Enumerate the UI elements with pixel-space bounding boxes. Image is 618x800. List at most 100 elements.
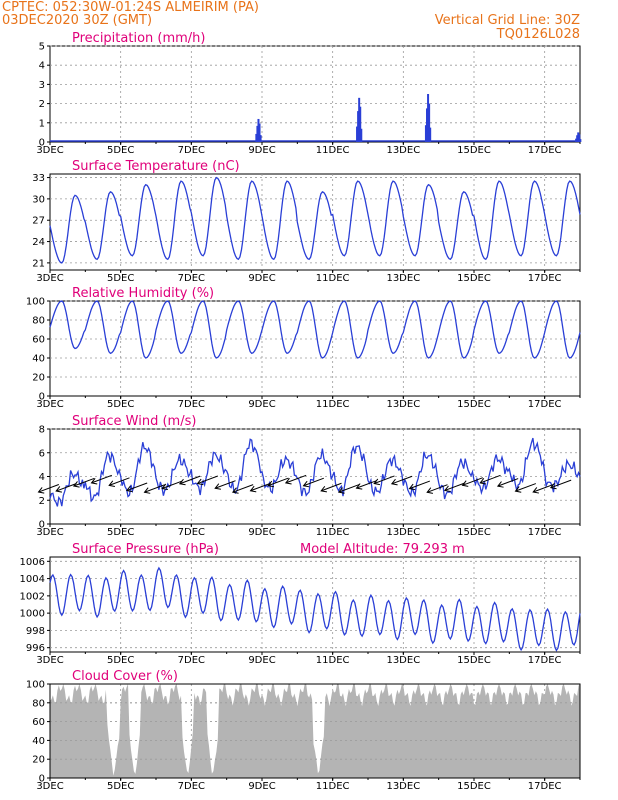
y-tick-label: 20 bbox=[32, 755, 45, 766]
precip-bar bbox=[578, 134, 581, 142]
wind-arrow-shaft bbox=[197, 475, 219, 485]
wind-arrow bbox=[143, 484, 166, 494]
wind-arrow bbox=[461, 477, 484, 487]
wind-arrow bbox=[373, 475, 395, 486]
precip-bar bbox=[426, 108, 429, 142]
x-tick-label: 15DEC bbox=[457, 399, 491, 410]
wind-arrow-head bbox=[408, 483, 416, 491]
wind-arrow-shaft bbox=[285, 474, 307, 484]
wind-arrow-shaft bbox=[161, 480, 183, 489]
wind-arrow-head bbox=[37, 487, 45, 494]
wind-arrow-head bbox=[125, 485, 133, 493]
wind-arrow bbox=[267, 477, 289, 488]
x-tick-label: 17DEC bbox=[528, 145, 562, 156]
wind-arrow-head bbox=[267, 480, 274, 488]
wind-arrow-shaft bbox=[232, 484, 254, 493]
x-tick-label: 7DEC bbox=[178, 655, 205, 666]
wind-arrow bbox=[231, 484, 254, 494]
wind-arrow-head bbox=[284, 478, 292, 485]
wind-arrow-head bbox=[143, 487, 151, 494]
wind-arrow-shaft bbox=[462, 477, 484, 486]
precip-bar bbox=[258, 123, 261, 142]
panel-title: Precipitation (mm/h) bbox=[72, 31, 205, 46]
x-tick-label: 3DEC bbox=[36, 273, 63, 284]
x-tick-label: 11DEC bbox=[316, 145, 350, 156]
x-tick-label: 15DEC bbox=[457, 273, 491, 284]
wind-arrow-head bbox=[373, 478, 380, 486]
x-tick-label: 17DEC bbox=[528, 399, 562, 410]
wind-arrow bbox=[532, 483, 554, 494]
wind-arrow-head bbox=[479, 478, 486, 485]
x-tick-label: 5DEC bbox=[107, 273, 134, 284]
precip-bar bbox=[579, 139, 582, 142]
x-tick-label: 7DEC bbox=[178, 399, 205, 410]
y-tick-label: 8 bbox=[39, 425, 45, 436]
wind-arrow-head bbox=[496, 481, 504, 488]
panel-title: Relative Humidity (%) bbox=[72, 286, 214, 301]
wind-arrow bbox=[55, 483, 77, 493]
wind-arrow-shaft bbox=[550, 479, 572, 489]
wind-arrow-head bbox=[549, 482, 557, 490]
panel-title: Surface Wind (m/s) bbox=[72, 414, 196, 429]
wind-arrow-head bbox=[443, 485, 451, 493]
wind-arrow bbox=[408, 480, 431, 491]
y-tick-label: 6 bbox=[39, 448, 45, 459]
wind-arrow bbox=[337, 484, 360, 494]
precip-bar bbox=[356, 126, 359, 142]
panel-3: 3DEC 5DEC 7DEC 9DEC 11DEC 13DEC 15DEC 17DEC 0 20 4… bbox=[26, 286, 581, 410]
wind-arrow bbox=[514, 483, 537, 493]
y-tick-label: 0 bbox=[39, 774, 45, 785]
wind-arrow-shaft bbox=[91, 474, 113, 484]
wind-arrow bbox=[90, 474, 113, 485]
wind-arrow-shaft bbox=[320, 482, 342, 492]
precip-bar bbox=[577, 132, 580, 142]
x-tick-label: 13DEC bbox=[386, 273, 420, 284]
wind-arrow-head bbox=[514, 486, 522, 493]
precip-bar bbox=[256, 125, 259, 142]
wind-arrow-head bbox=[249, 485, 257, 493]
wind-arrow bbox=[125, 482, 148, 493]
plot-frame bbox=[49, 45, 581, 143]
y-tick-label: 20 bbox=[32, 373, 45, 384]
y-tick-label: 60 bbox=[32, 335, 45, 346]
wind-arrow-head bbox=[161, 483, 168, 491]
wind-arrow bbox=[178, 475, 201, 486]
y-tick-label: 100 bbox=[26, 680, 45, 691]
pressure-line bbox=[49, 566, 581, 652]
x-tick-label: 15DEC bbox=[457, 655, 491, 666]
x-tick-label: 17DEC bbox=[528, 781, 562, 792]
y-tick-label: 24 bbox=[32, 237, 45, 248]
wind-arrow bbox=[320, 482, 342, 493]
y-tick-label: 33 bbox=[32, 173, 45, 184]
precip-bar bbox=[576, 135, 579, 142]
wind-arrow-head bbox=[355, 483, 363, 490]
y-tick-label: 27 bbox=[32, 216, 45, 227]
wind-arrow-head bbox=[461, 480, 469, 487]
precip-bar bbox=[255, 133, 258, 142]
y-tick-label: 0 bbox=[39, 138, 45, 149]
x-tick-label: 9DEC bbox=[248, 527, 275, 538]
wind-arrow-shaft bbox=[73, 477, 95, 487]
y-tick-label: 5 bbox=[39, 42, 45, 53]
wind-speed-line bbox=[49, 437, 581, 507]
wind-arrow bbox=[549, 479, 572, 490]
wind-arrow-head bbox=[426, 487, 433, 494]
x-tick-label: 11DEC bbox=[316, 781, 350, 792]
wind-arrow-shaft bbox=[356, 480, 378, 489]
model-id: TQ0126L028 bbox=[496, 27, 580, 42]
y-tick-label: 1002 bbox=[20, 591, 45, 602]
wind-arrow bbox=[214, 480, 236, 490]
wind-arrow bbox=[284, 474, 307, 485]
station-header: CPTEC: 052:30W-01:24S ALMEIRIM (PA) bbox=[2, 0, 259, 15]
wind-arrow bbox=[496, 478, 519, 488]
wind-arrow bbox=[161, 480, 183, 491]
x-tick-label: 9DEC bbox=[248, 273, 275, 284]
wind-arrow-shaft bbox=[303, 477, 325, 487]
precip-bar bbox=[359, 106, 362, 142]
y-tick-label: 2 bbox=[39, 496, 45, 507]
wind-arrow-shaft bbox=[55, 483, 77, 492]
wind-arrow-shaft bbox=[144, 484, 166, 493]
y-tick-label: 4 bbox=[39, 472, 45, 483]
precip-bar bbox=[259, 135, 262, 142]
wind-arrow bbox=[37, 484, 60, 494]
